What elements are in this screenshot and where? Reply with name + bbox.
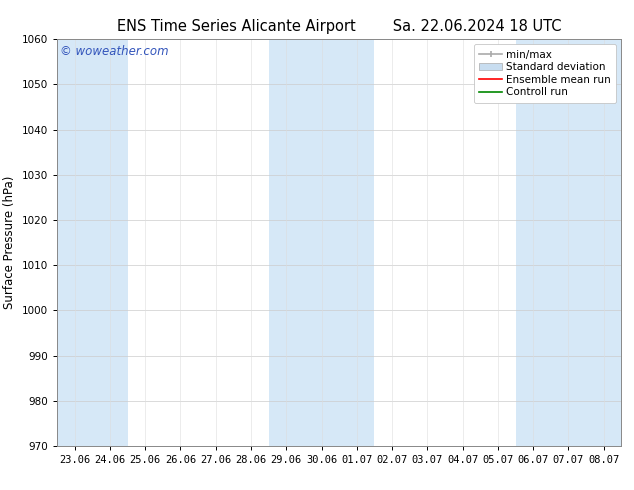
Title: ENS Time Series Alicante Airport        Sa. 22.06.2024 18 UTC: ENS Time Series Alicante Airport Sa. 22.… [117,19,562,34]
Text: © woweather.com: © woweather.com [60,45,169,58]
Bar [515,39,551,446]
Bar [93,39,127,446]
Legend: min/max, Standard deviation, Ensemble mean run, Controll run: min/max, Standard deviation, Ensemble me… [474,45,616,102]
Bar [269,39,304,446]
Y-axis label: Surface Pressure (hPa): Surface Pressure (hPa) [3,176,16,309]
Bar [57,39,93,446]
Bar [304,39,339,446]
Bar [586,39,621,446]
Bar [339,39,375,446]
Bar [551,39,586,446]
